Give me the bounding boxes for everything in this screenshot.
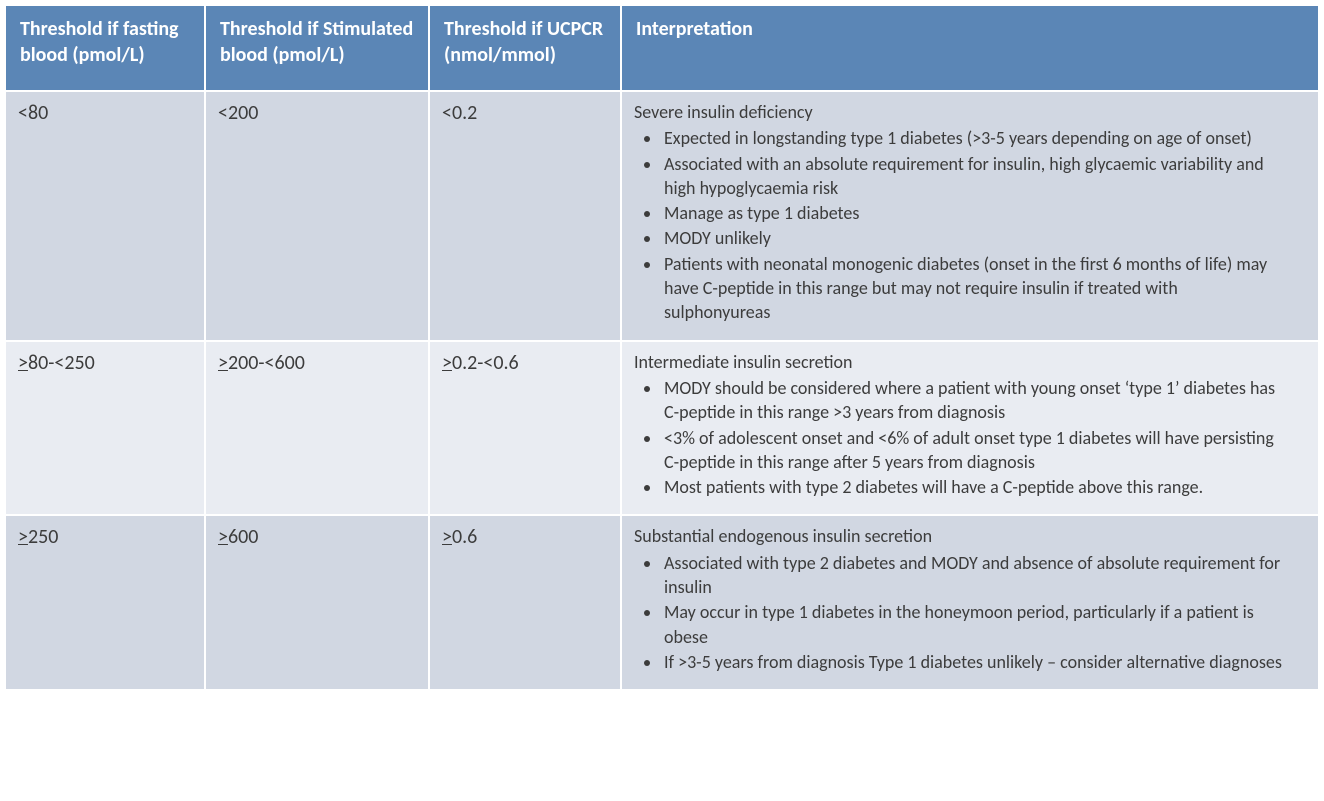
cell-ucpcr: <0.2: [429, 91, 621, 341]
interpretation-list: Expected in longstanding type 1 diabetes…: [634, 126, 1282, 324]
interpretation-title: Severe insulin deficiency: [634, 100, 1282, 124]
list-item: Associated with type 2 diabetes and MODY…: [662, 551, 1282, 600]
thresholds-table: Threshold if fasting blood (pmol/L) Thre…: [4, 4, 1320, 691]
cell-fasting: >250: [5, 515, 205, 690]
table-head: Threshold if fasting blood (pmol/L) Thre…: [5, 5, 1319, 91]
cell-interpretation: Intermediate insulin secretionMODY shoul…: [621, 341, 1319, 516]
cell-stimulated: >600: [205, 515, 429, 690]
cell-stimulated: <200: [205, 91, 429, 341]
cell-fasting: <80: [5, 91, 205, 341]
cell-ucpcr: >0.6: [429, 515, 621, 690]
interpretation-list: Associated with type 2 diabetes and MODY…: [634, 551, 1282, 674]
list-item: Manage as type 1 diabetes: [662, 201, 1282, 225]
cell-fasting: >80-<250: [5, 341, 205, 516]
table-body: <80<200<0.2Severe insulin deficiencyExpe…: [5, 91, 1319, 690]
interpretation-title: Substantial endogenous insulin secretion: [634, 524, 1282, 548]
list-item: <3% of adolescent onset and <6% of adult…: [662, 426, 1282, 475]
list-item: MODY unlikely: [662, 226, 1282, 250]
cell-interpretation: Severe insulin deficiencyExpected in lon…: [621, 91, 1319, 341]
table-row: >80-<250>200-<600>0.2-<0.6Intermediate i…: [5, 341, 1319, 516]
interpretation-list: MODY should be considered where a patien…: [634, 376, 1282, 499]
table-row: >250>600>0.6Substantial endogenous insul…: [5, 515, 1319, 690]
col-header-interp: Interpretation: [621, 5, 1319, 91]
list-item: Most patients with type 2 diabetes will …: [662, 475, 1282, 499]
cell-ucpcr: >0.2-<0.6: [429, 341, 621, 516]
list-item: If >3-5 years from diagnosis Type 1 diab…: [662, 650, 1282, 674]
cell-stimulated: >200-<600: [205, 341, 429, 516]
list-item: May occur in type 1 diabetes in the hone…: [662, 600, 1282, 649]
col-header-fasting: Threshold if fasting blood (pmol/L): [5, 5, 205, 91]
list-item: Expected in longstanding type 1 diabetes…: [662, 126, 1282, 150]
cell-interpretation: Substantial endogenous insulin secretion…: [621, 515, 1319, 690]
list-item: Associated with an absolute requirement …: [662, 152, 1282, 201]
table-container: Threshold if fasting blood (pmol/L) Thre…: [0, 0, 1324, 695]
interpretation-title: Intermediate insulin secretion: [634, 350, 1282, 374]
col-header-ucpcr: Threshold if UCPCR (nmol/mmol): [429, 5, 621, 91]
table-row: <80<200<0.2Severe insulin deficiencyExpe…: [5, 91, 1319, 341]
col-header-stimulated: Threshold if Stimulated blood (pmol/L): [205, 5, 429, 91]
list-item: MODY should be considered where a patien…: [662, 376, 1282, 425]
list-item: Patients with neonatal monogenic diabete…: [662, 252, 1282, 325]
